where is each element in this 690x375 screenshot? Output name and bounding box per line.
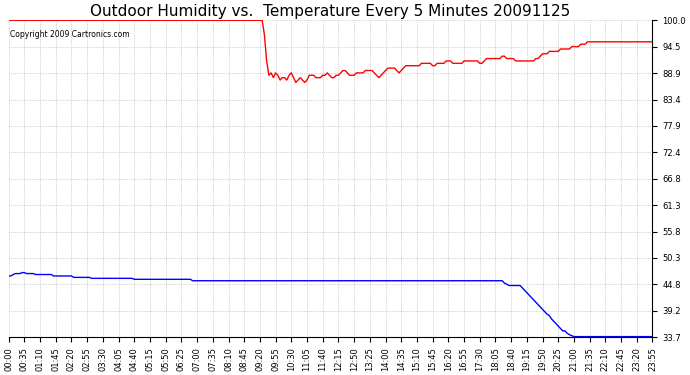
Title: Outdoor Humidity vs.  Temperature Every 5 Minutes 20091125: Outdoor Humidity vs. Temperature Every 5… bbox=[90, 4, 571, 19]
Text: Copyright 2009 Cartronics.com: Copyright 2009 Cartronics.com bbox=[10, 30, 130, 39]
